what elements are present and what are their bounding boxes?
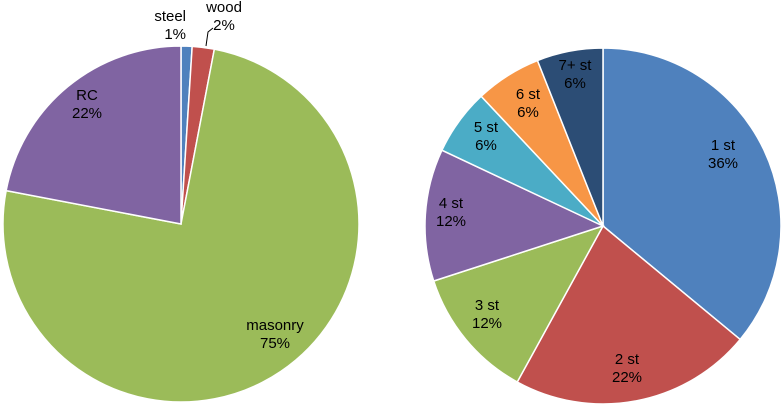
data-label-1-st: 1 st 36% [708, 137, 738, 172]
category-name: RC [76, 87, 98, 104]
percent-value: 22% [72, 105, 102, 122]
percent-value: 12% [472, 315, 502, 332]
category-name: steel [154, 8, 186, 25]
data-label-7plus-st: 7+ st 6% [559, 57, 593, 92]
percent-value: 1% [164, 26, 186, 43]
data-label-rc: RC 22% [72, 87, 102, 122]
category-name: 3 st [475, 297, 500, 314]
percent-value: 22% [612, 369, 642, 386]
data-label-steel: steel 1% [154, 8, 186, 43]
data-label-5-st: 5 st 6% [474, 119, 499, 154]
percent-value: 36% [708, 155, 738, 172]
leader-line-wood [205, 27, 214, 47]
pie-slice-4-st [424, 149, 606, 282]
pie-chart-stories: 1 st 36%2 st 22%3 st 12%4 st 12%5 st 6%6 st 6%… [424, 47, 782, 405]
category-name: 6 st [516, 86, 541, 103]
data-label-masonry: masonry 75% [246, 317, 304, 352]
pie-chart-material: steel 1% wood 2% masonry 75% RC 22% [2, 0, 360, 403]
percent-value: 75% [260, 335, 290, 352]
category-name: 2 st [615, 351, 640, 368]
pie-slice-2-st [516, 224, 742, 405]
pie-slice-1-st [602, 47, 782, 341]
category-name: wood [205, 0, 242, 16]
percent-value: 6% [517, 104, 539, 121]
percent-value: 6% [475, 137, 497, 154]
percent-value: 2% [213, 17, 235, 34]
pie-slice-3-st [432, 224, 605, 383]
category-name: 5 st [474, 119, 499, 136]
pie-slice-rc [5, 45, 182, 225]
data-label-6-st: 6 st 6% [516, 86, 541, 121]
percent-value: 6% [564, 75, 586, 92]
pie-slice-7plus-st [536, 47, 604, 227]
category-name: 7+ st [559, 57, 593, 74]
data-label-4-st: 4 st 12% [436, 195, 466, 230]
data-label-wood: wood 2% [205, 0, 242, 34]
pie-slice-masonry [2, 48, 360, 403]
data-label-2-st: 2 st 22% [612, 351, 642, 386]
category-name: 4 st [439, 195, 464, 212]
percent-value: 12% [436, 213, 466, 230]
data-label-3-st: 3 st 12% [472, 297, 502, 332]
category-name: 1 st [711, 137, 736, 154]
category-name: masonry [246, 317, 304, 334]
